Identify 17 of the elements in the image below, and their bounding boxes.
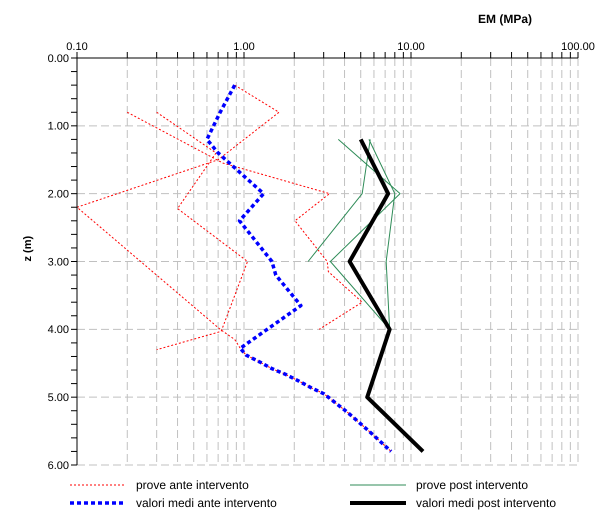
- y-tick-label: 2.00: [48, 188, 69, 201]
- y-tick-label: 3.00: [48, 256, 69, 268]
- y-tick-label: 0.00: [48, 52, 69, 65]
- legend-label: valori medi post intervento: [416, 496, 556, 510]
- y-axis-title: z (m): [22, 236, 34, 262]
- y-tick-label: 4.00: [48, 324, 69, 336]
- x-tick-label: 100.00: [561, 41, 595, 53]
- y-tick-label: 1.00: [48, 120, 69, 133]
- x-tick-label: 0.10: [66, 41, 88, 53]
- legend-label: valori medi ante intervento: [136, 496, 277, 510]
- x-tick-label: 10.00: [397, 41, 425, 53]
- legend-label: prove ante intervento: [136, 478, 249, 492]
- y-tick-label: 6.00: [48, 460, 69, 472]
- y-tick-label: 5.00: [48, 392, 69, 404]
- legend-label: prove post intervento: [416, 478, 528, 492]
- x-tick-label: 1.00: [233, 41, 255, 53]
- x-axis-title: EM (MPa): [478, 12, 532, 26]
